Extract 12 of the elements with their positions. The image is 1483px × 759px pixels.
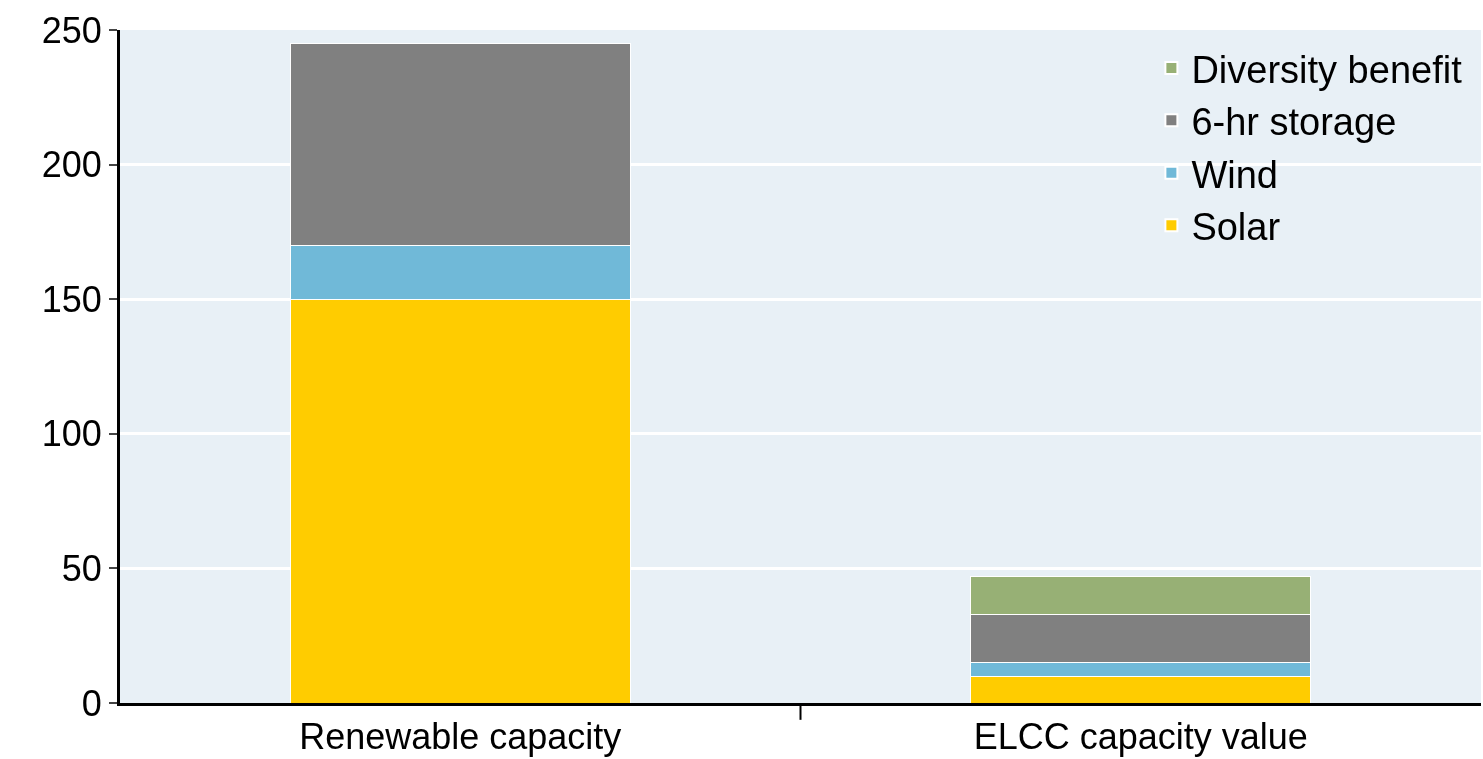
y-tick-label: 0 <box>81 682 102 724</box>
x-tick-label: Renewable capacity <box>299 716 622 758</box>
legend-label: Solar <box>1191 205 1281 248</box>
legend-label: 6-hr storage <box>1191 101 1397 144</box>
y-tick-label: 250 <box>41 9 102 51</box>
legend-label: Wind <box>1191 153 1278 196</box>
y-tick-label: 150 <box>41 278 102 320</box>
y-tick-label: 100 <box>41 413 102 455</box>
y-tick-label: 200 <box>41 144 102 186</box>
x-tick-label: ELCC capacity value <box>973 716 1308 758</box>
legend-label: Diversity benefit <box>1191 48 1463 91</box>
y-tick-label: 50 <box>61 548 102 589</box>
